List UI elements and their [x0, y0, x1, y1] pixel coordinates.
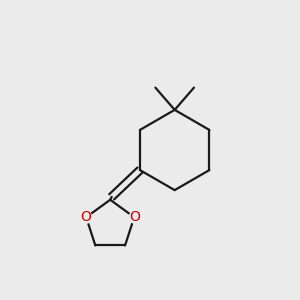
- Text: O: O: [129, 210, 140, 224]
- Text: O: O: [81, 210, 92, 224]
